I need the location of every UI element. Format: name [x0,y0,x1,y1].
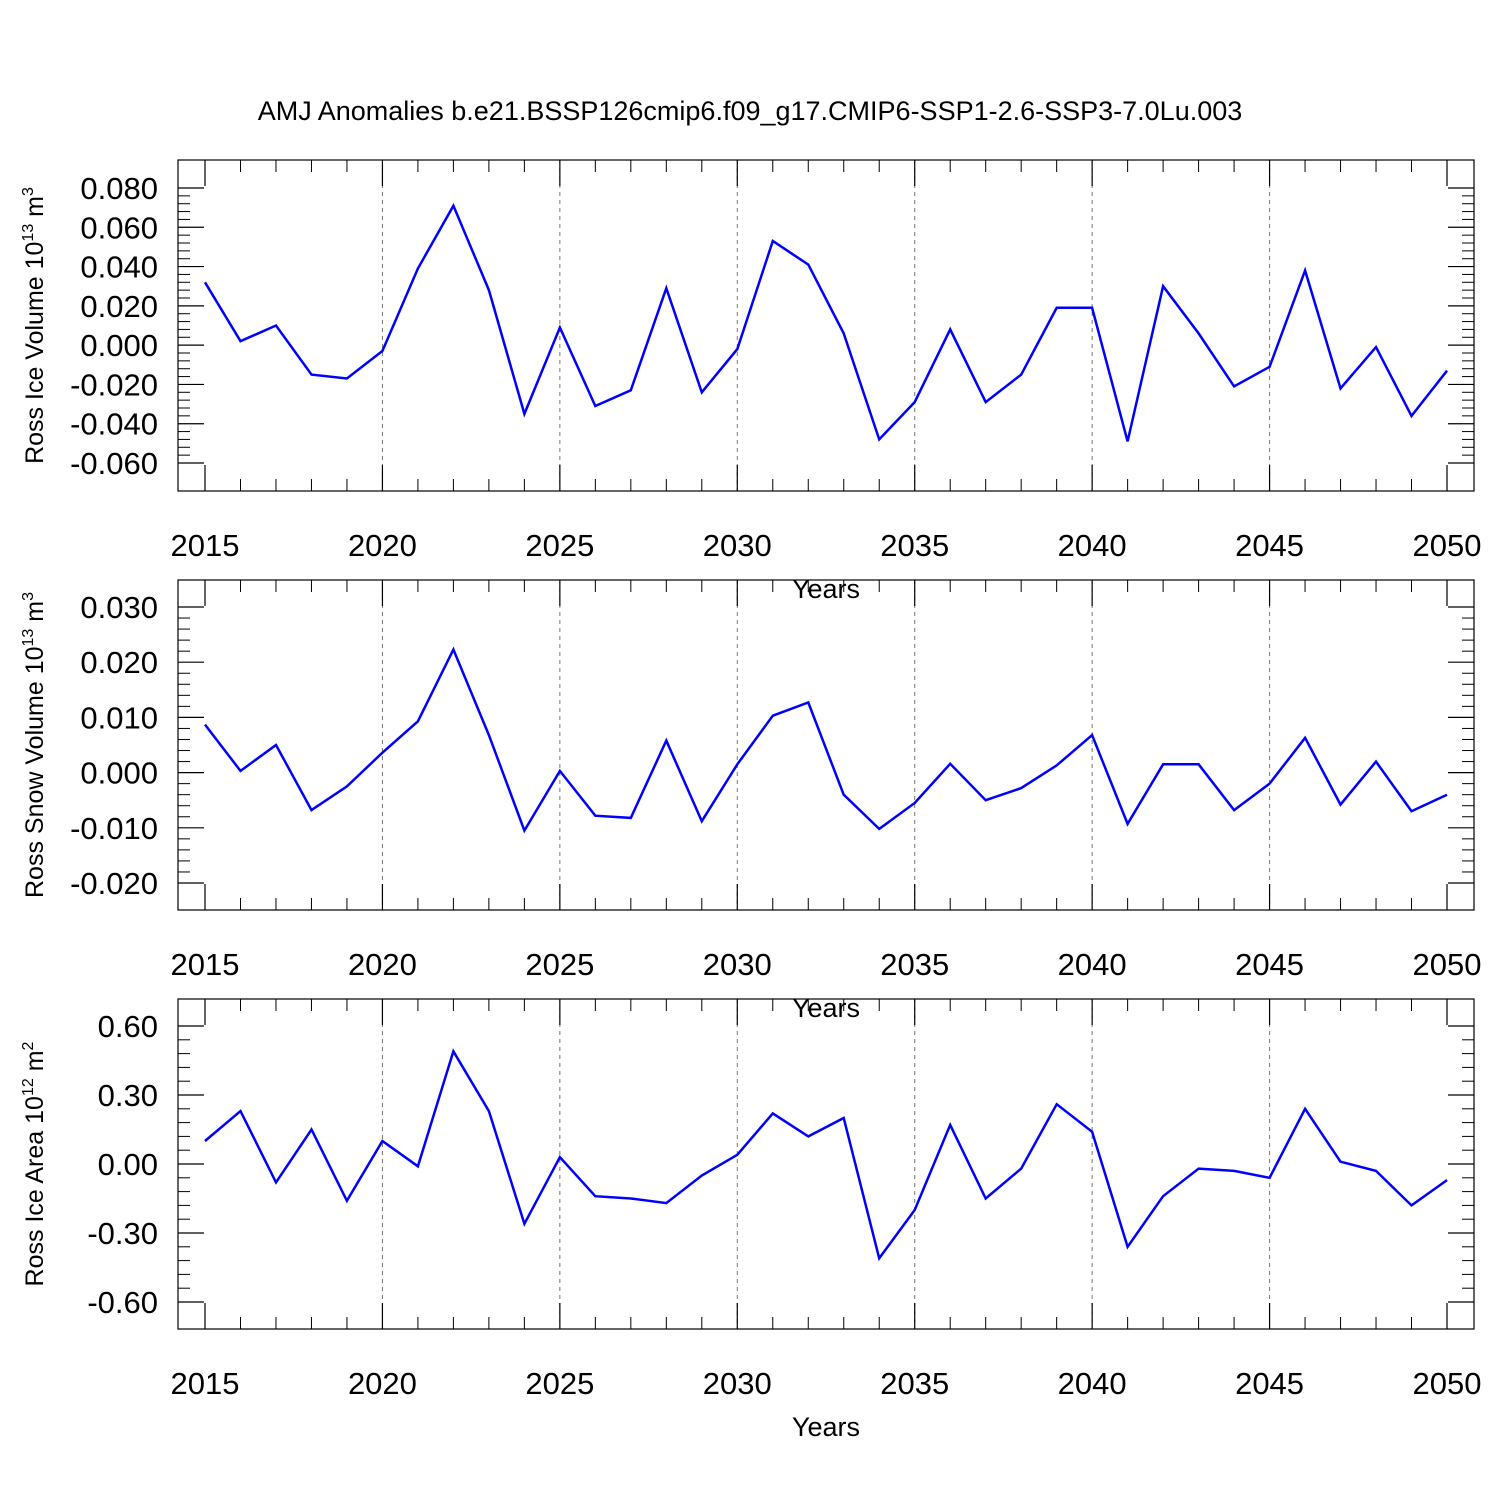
x-tick-label: 2045 [1235,947,1304,982]
x-tick-label: 2030 [703,528,772,563]
y-tick-label: 0.000 [80,756,158,791]
y-tick-label: 0.040 [80,250,158,285]
x-tick-label: 2030 [703,1366,772,1401]
y-axis-label: Ross Ice Volume 1013 m3 [20,187,49,464]
y-tick-label: 0.00 [98,1147,158,1182]
x-tick-label: 2050 [1413,1366,1482,1401]
x-tick-label: 2045 [1235,1366,1304,1401]
plot-frame [177,159,1475,492]
y-tick-label: 0.080 [80,171,158,206]
y-tick-label: 0.000 [80,328,158,363]
x-tick-label: 2040 [1058,1366,1127,1401]
y-tick-label: 0.030 [80,590,158,625]
y-tick-label: 0.060 [80,210,158,245]
y-tick-label: -0.020 [70,367,158,402]
x-tick-label: 2015 [171,947,240,982]
x-tick-label: 2020 [348,947,417,982]
x-tick-label: 2040 [1058,528,1127,563]
chart-title: AMJ Anomalies b.e21.BSSP126cmip6.f09_g17… [257,96,1243,126]
x-tick-label: 2035 [880,1366,949,1401]
x-tick-label: 2015 [171,528,240,563]
x-tick-label: 2040 [1058,947,1127,982]
y-tick-label: -0.010 [70,811,158,846]
y-tick-label: -0.60 [87,1285,158,1320]
x-tick-label: 2020 [348,528,417,563]
y-tick-label: -0.020 [70,866,158,901]
plot-frame [177,579,1475,911]
y-tick-label: -0.060 [70,446,158,481]
x-tick-label: 2050 [1413,528,1482,563]
series-line [204,1048,1448,1262]
x-axis-label: Years [792,1412,860,1442]
x-tick-label: 2020 [348,1366,417,1401]
x-tick-label: 2045 [1235,528,1304,563]
x-tick-label: 2015 [171,1366,240,1401]
y-axis-label: Ross Snow Volume 1013 m3 [20,592,49,898]
x-tick-label: 2035 [880,947,949,982]
y-tick-label: 0.010 [80,700,158,735]
x-tick-label: 2025 [525,947,594,982]
y-tick-label: 0.020 [80,289,158,324]
series-line [203,202,1448,442]
x-tick-label: 2025 [525,528,594,563]
plot-frame [177,998,1475,1330]
y-tick-label: -0.040 [70,407,158,442]
x-tick-label: 2035 [880,528,949,563]
x-tick-label: 2050 [1413,947,1482,982]
y-tick-label: 0.30 [98,1078,158,1113]
y-tick-label: 0.020 [80,645,158,680]
x-tick-label: 2025 [525,1366,594,1401]
series-line [204,646,1448,834]
y-axis-label: Ross Ice Area 1012 m2 [20,1041,49,1286]
x-axis-label: Years [792,574,860,604]
y-tick-label: 0.60 [98,1009,158,1044]
y-tick-label: -0.30 [87,1216,158,1251]
x-tick-label: 2030 [703,947,772,982]
x-axis-label: Years [792,993,860,1023]
